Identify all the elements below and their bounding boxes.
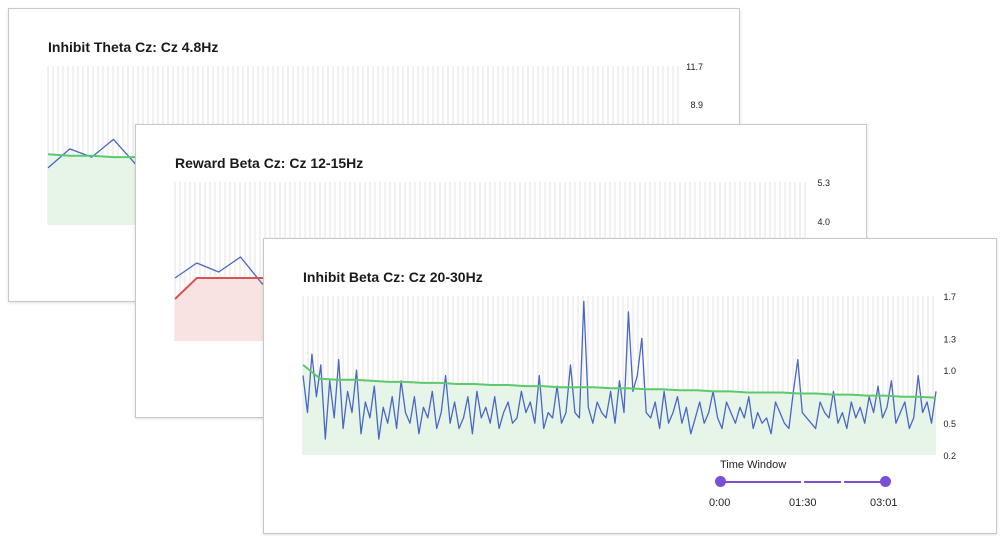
y-tick-label: 4.0 — [817, 217, 830, 227]
y-tick-label: 1.7 — [943, 292, 956, 302]
time-window-label: Time Window — [720, 459, 787, 471]
time-tick-mid: 01:30 — [789, 497, 817, 509]
threshold-area — [303, 364, 936, 455]
time-tick-end: 03:01 — [870, 497, 898, 509]
threshold-line — [302, 364, 937, 399]
chart-card-inhibit-beta: Inhibit Beta Cz: Cz 20-30Hz 1.7 1.3 1.0 0.5… — [263, 238, 997, 534]
y-tick-label: 5.3 — [817, 178, 830, 188]
chart-title: Inhibit Theta Cz: Cz 4.8Hz — [48, 39, 219, 55]
time-window-start-handle[interactable] — [715, 476, 726, 487]
chart-plot-inhibit-beta: 1.7 1.3 1.0 0.5 0.2 — [302, 292, 956, 461]
y-tick-label: 8.9 — [690, 100, 703, 110]
y-tick-label: 0.5 — [943, 419, 956, 429]
signal-line — [302, 300, 937, 440]
track-divider — [801, 480, 804, 484]
track-divider — [841, 480, 844, 484]
time-window-control[interactable]: Time Window 0:00 01:30 03:01 — [705, 455, 925, 515]
y-tick-label: 0.2 — [943, 451, 956, 461]
y-tick-label: 1.3 — [943, 334, 956, 344]
time-tick-start: 0:00 — [709, 497, 731, 509]
chart-title: Inhibit Beta Cz: Cz 20-30Hz — [303, 269, 483, 285]
time-window-end-handle[interactable] — [880, 476, 891, 487]
y-tick-label: 1.0 — [943, 366, 956, 376]
y-tick-label: 11.7 — [686, 62, 703, 72]
chart-title: Reward Beta Cz: Cz 12-15Hz — [175, 155, 364, 171]
